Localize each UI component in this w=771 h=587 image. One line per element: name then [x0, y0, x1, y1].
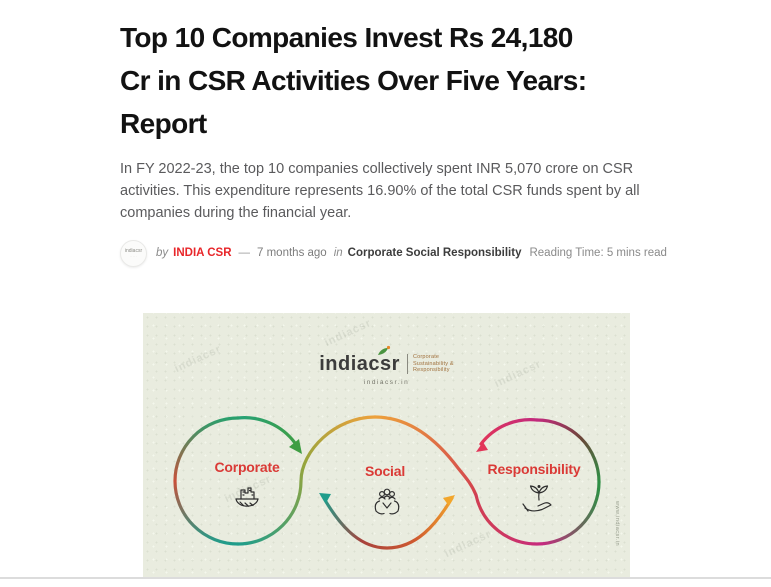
byline-separator: — — [238, 247, 251, 259]
pink-arrow-icon — [476, 442, 488, 452]
article-excerpt: In FY 2022-23, the top 10 companies coll… — [120, 161, 640, 221]
tagline-line: Responsibility — [412, 367, 450, 374]
logo-website: indiacsr.in — [363, 379, 410, 386]
logo-brand-text: indiacsr — [319, 353, 400, 375]
reading-time: Reading Time: 5 mins read — [529, 247, 667, 259]
city-in-hands-icon — [235, 487, 259, 507]
yellow-arrow-icon — [443, 495, 455, 506]
logo-tagline: Corporate Sustainability & Responsibilit… — [413, 354, 454, 374]
teal-arrow-icon — [319, 493, 331, 503]
indiacsr-logo: indiacsr Corporate Sustainability & Resp… — [143, 345, 630, 386]
byline: indiacsr ····· by INDIA CSR — 7 months a… — [120, 238, 720, 268]
avatar-logo-text: indiacsr — [124, 248, 143, 254]
author-avatar[interactable]: indiacsr ····· — [120, 239, 147, 267]
author-link[interactable]: INDIA CSR — [173, 247, 232, 259]
tagline-line: Corporate — [412, 354, 440, 361]
arrowheads — [289, 439, 488, 506]
diagram-label-responsibility: Responsibility — [487, 461, 581, 477]
category-link[interactable]: Corporate Social Responsibility — [347, 247, 522, 259]
article-title: Top 10 Companies Invest Rs 24,180 Cr in … — [120, 22, 587, 139]
hands-holding-people-icon — [374, 488, 400, 515]
vertical-watermark: www.indiacsr.in — [614, 501, 620, 547]
avatar-logo-subtext: ····· — [129, 254, 138, 258]
in-label: in — [333, 247, 343, 259]
featured-image: indiacsr indiacsr indiacsr indiacsr indi… — [143, 313, 630, 577]
by-label: by — [156, 247, 169, 259]
section-divider — [0, 577, 771, 579]
tagline-line: Sustainability & — [412, 360, 454, 367]
green-arrow-icon — [289, 439, 302, 454]
diagram-label-social: Social — [364, 463, 406, 479]
logo-divider — [406, 354, 408, 374]
diagram-label-corporate: Corporate — [214, 459, 280, 475]
publish-date: 7 months ago — [257, 247, 327, 259]
leaf-icon — [378, 345, 391, 355]
hand-holding-plant-icon — [522, 484, 552, 512]
csr-infinity-diagram — [173, 415, 601, 550]
